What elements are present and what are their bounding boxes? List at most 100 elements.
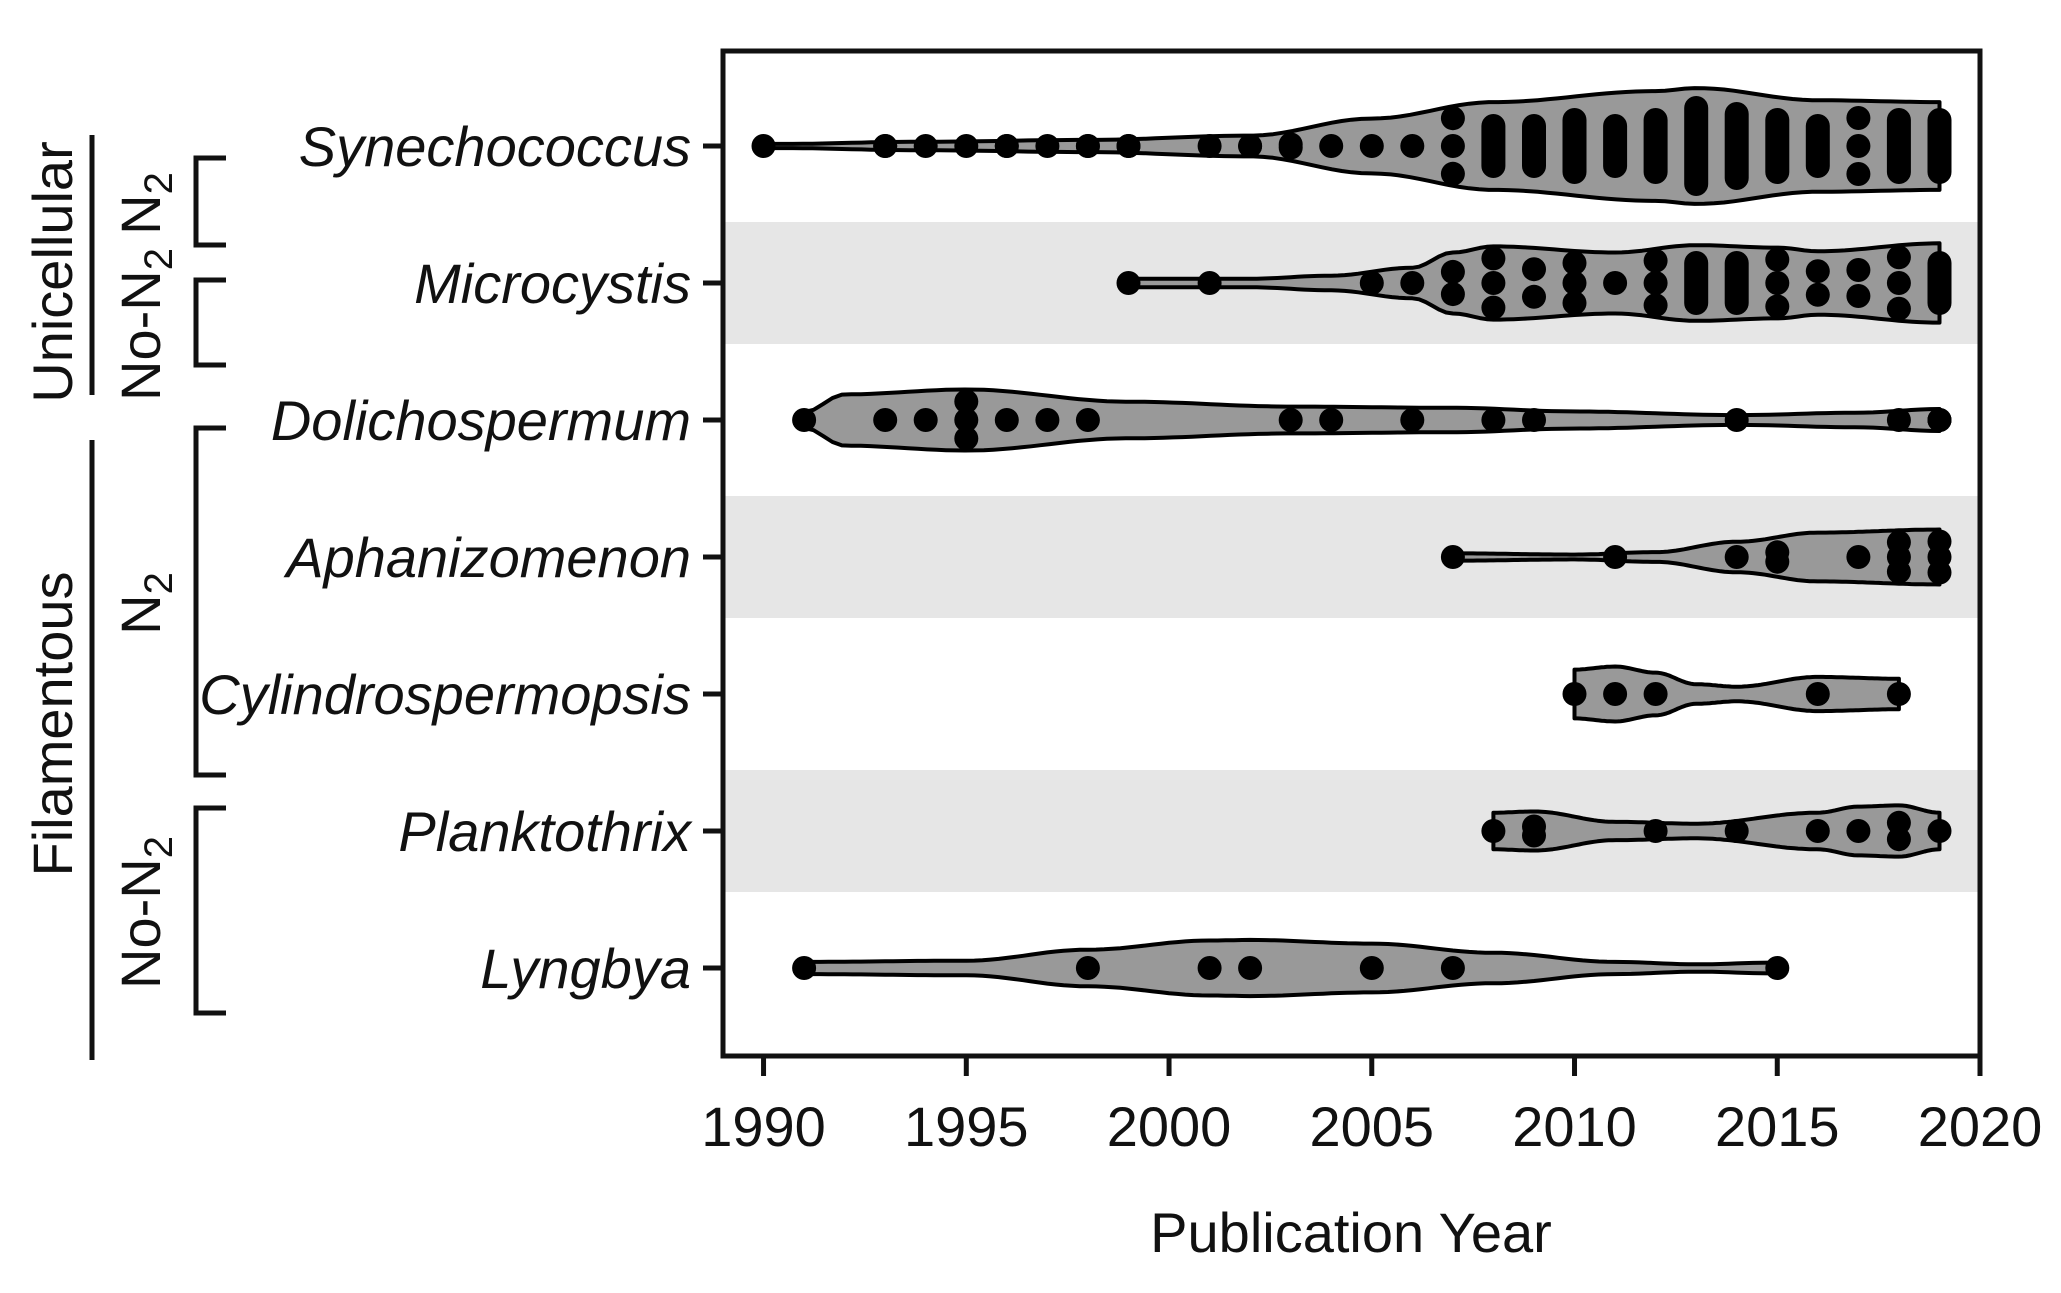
point-synechococcus-2007	[1440, 161, 1465, 186]
x-axis-title: Publication Year	[1150, 1201, 1552, 1264]
point-microcystis-2006	[1400, 271, 1425, 295]
y-label-lyngbya: Lyngbya	[480, 937, 691, 1000]
bracket-n-0	[193, 155, 226, 248]
x-tick-label-2005: 2005	[1309, 1095, 1434, 1158]
point-microcystis-2005	[1359, 271, 1384, 295]
point-stack-synechococcus-2015	[1765, 108, 1790, 184]
point-microcystis-2018	[1886, 245, 1911, 270]
point-synechococcus-1999	[1116, 134, 1141, 158]
x-tick-label-2015: 2015	[1715, 1095, 1840, 1158]
violin-planktothrix	[1491, 803, 1942, 859]
subgroup-label-0-main: N	[109, 194, 172, 234]
point-synechococcus-1998	[1075, 134, 1100, 158]
point-aphanizomenon-2014	[1724, 545, 1749, 569]
subgroup-label-3-main: No-N	[109, 858, 172, 989]
y-label-microcystis: Microcystis	[414, 252, 691, 315]
point-stack-microcystis-2019	[1927, 251, 1952, 315]
point-dolichospermum-2008	[1481, 408, 1506, 432]
subgroup-label-1-subscript: 2	[137, 248, 181, 270]
subgroup-label-3: No-N2	[109, 836, 181, 989]
point-aphanizomenon-2019	[1927, 560, 1952, 585]
point-microcystis-2011	[1603, 271, 1628, 295]
point-microcystis-2008	[1481, 246, 1506, 271]
point-microcystis-2012	[1643, 248, 1668, 273]
point-microcystis-2018	[1886, 296, 1911, 321]
point-microcystis-2015	[1765, 247, 1790, 272]
point-stack-synechococcus-2013	[1684, 96, 1709, 196]
point-planktothrix-2016	[1805, 819, 1830, 843]
point-stack-synechococcus-2011	[1603, 114, 1628, 178]
x-tick-label-1995: 1995	[904, 1095, 1029, 1158]
point-synechococcus-2002	[1238, 134, 1263, 158]
point-synechococcus-1995	[954, 134, 979, 158]
subgroup-label-1-main: No-N	[109, 270, 172, 401]
point-lyngbya-2002	[1238, 956, 1263, 980]
point-synechococcus-1996	[994, 134, 1019, 158]
point-microcystis-2016	[1805, 259, 1830, 284]
group-label-unicellular-main: Unicellular	[21, 141, 84, 402]
point-stack-synechococcus-2010	[1562, 108, 1587, 184]
point-microcystis-2012	[1643, 293, 1668, 318]
group-label-filamentous: Filamentous	[21, 571, 84, 876]
point-microcystis-2009	[1522, 284, 1546, 309]
point-dolichospermum-1994	[913, 408, 938, 432]
point-aphanizomenon-2011	[1603, 545, 1628, 569]
point-lyngbya-2007	[1440, 956, 1465, 980]
point-microcystis-2018	[1886, 271, 1911, 295]
point-dolichospermum-2019	[1927, 408, 1952, 432]
subgroup-label-1: No-N2	[109, 248, 181, 401]
violin-lyngbya	[802, 937, 1780, 999]
point-cylindrospermopsis-2011	[1603, 682, 1628, 706]
point-dolichospermum-1995	[954, 408, 979, 432]
point-dolichospermum-1995	[954, 426, 979, 451]
subgroup-label-2: N2	[109, 572, 181, 635]
point-stack-synechococcus-2014	[1724, 102, 1749, 190]
data-points	[751, 96, 1952, 980]
point-dolichospermum-2014	[1724, 408, 1749, 432]
y-label-dolichospermum: Dolichospermum	[271, 389, 691, 452]
point-dolichospermum-2018	[1886, 408, 1911, 432]
point-dolichospermum-2004	[1319, 408, 1344, 432]
subgroup-label-3-subscript: 2	[137, 836, 181, 858]
point-microcystis-2010	[1562, 291, 1587, 315]
point-dolichospermum-2003	[1278, 408, 1303, 432]
point-synechococcus-2001	[1197, 134, 1222, 158]
point-stack-synechococcus-2018	[1886, 108, 1911, 184]
point-synechococcus-2017	[1846, 162, 1871, 186]
violin-synechococcus	[761, 86, 1942, 206]
y-label-cylindrospermopsis: Cylindrospermopsis	[199, 663, 691, 726]
y-label-aphanizomenon: Aphanizomenon	[283, 526, 691, 589]
point-synechococcus-1993	[873, 134, 898, 158]
point-cylindrospermopsis-2018	[1886, 682, 1911, 706]
group-label-filamentous-main: Filamentous	[21, 571, 84, 876]
point-microcystis-2015	[1765, 294, 1790, 319]
point-microcystis-2008	[1481, 271, 1506, 295]
point-lyngbya-2001	[1197, 956, 1222, 980]
point-aphanizomenon-2015	[1765, 549, 1790, 574]
point-dolichospermum-1995	[954, 389, 979, 414]
point-planktothrix-2014	[1724, 819, 1749, 843]
point-microcystis-2001	[1197, 271, 1222, 295]
x-tick-label-2020: 2020	[1918, 1095, 2043, 1158]
point-stack-microcystis-2013	[1684, 251, 1709, 315]
point-microcystis-2017	[1846, 258, 1871, 282]
point-planktothrix-2008	[1481, 819, 1506, 843]
group-label-unicellular: Unicellular	[21, 141, 84, 402]
point-synechococcus-2017	[1846, 134, 1871, 158]
point-microcystis-2015	[1765, 271, 1790, 295]
y-label-synechococcus: Synechococcus	[299, 115, 691, 178]
point-dolichospermum-1993	[873, 408, 898, 432]
bracket-no-n-3	[193, 805, 226, 1016]
bracket-no-n-1	[193, 277, 226, 368]
subgroup-label-0-subscript: 2	[137, 172, 181, 194]
x-axis: 1990 1995 2000 2005 2010 2015 2020	[701, 1056, 2042, 1158]
point-synechococcus-2007	[1440, 106, 1465, 131]
point-planktothrix-2019	[1927, 819, 1952, 843]
x-tick-label-2010: 2010	[1512, 1095, 1637, 1158]
point-stack-microcystis-2014	[1724, 251, 1749, 315]
point-aphanizomenon-2018	[1886, 559, 1911, 584]
point-microcystis-2009	[1522, 257, 1546, 282]
